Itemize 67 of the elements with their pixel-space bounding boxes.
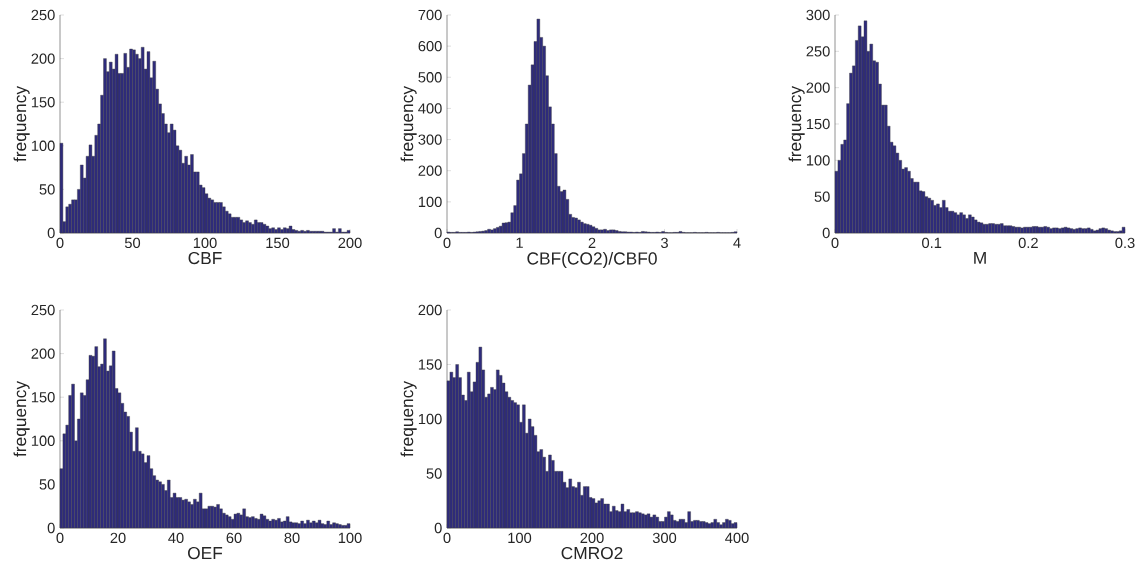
y-tick-label: 600 <box>418 40 442 52</box>
x-tick-label: 200 <box>338 237 362 249</box>
y-axis-title: frequency <box>788 85 805 162</box>
x-axis-title: M <box>974 251 986 264</box>
y-tick-label: 250 <box>31 9 55 21</box>
y-axis-title: frequency <box>13 380 30 457</box>
y-tick-label: 100 <box>418 413 442 425</box>
x-axis-title: CBF(CO2)/CBF0 <box>527 251 657 269</box>
y-axis-title: frequency <box>400 85 417 162</box>
y-tick-label: 0 <box>434 227 442 239</box>
x-tick-label: 0 <box>831 237 839 249</box>
x-tick-label: 0 <box>56 237 64 249</box>
y-tick-label: 200 <box>806 82 830 93</box>
x-tick-label: 2 <box>588 237 596 248</box>
y-tick-label: 150 <box>31 97 55 108</box>
y-tick-label: 100 <box>31 435 55 446</box>
y-axis-title: frequency <box>13 85 30 162</box>
x-tick-label: 150 <box>266 237 290 249</box>
y-tick-label: 0 <box>47 227 55 239</box>
y-tick-label: 50 <box>39 479 55 490</box>
x-tick-label: 0.2 <box>1018 237 1038 249</box>
x-tick-label: 200 <box>580 532 604 544</box>
y-tick-label: 200 <box>418 165 442 176</box>
y-tick-label: 0 <box>822 227 830 239</box>
x-tick-label: 4 <box>733 237 741 248</box>
y-tick-label: 0 <box>434 522 442 534</box>
x-tick-label: 100 <box>193 237 217 249</box>
x-tick-label: 80 <box>284 532 300 544</box>
x-tick-label: 50 <box>124 237 141 249</box>
y-tick-label: 0 <box>47 522 55 534</box>
x-tick-label: 0 <box>56 532 64 544</box>
y-tick-label: 150 <box>806 118 830 130</box>
y-tick-label: 250 <box>31 304 55 316</box>
x-tick-label: 300 <box>652 532 677 544</box>
y-tick-label: 50 <box>814 191 830 202</box>
x-axis-title: CBF <box>188 251 222 265</box>
y-tick-label: 100 <box>418 196 442 208</box>
y-tick-label: 300 <box>418 134 442 145</box>
x-axis-title: CMRO2 <box>561 546 623 560</box>
y-tick-label: 100 <box>31 140 55 151</box>
y-tick-label: 100 <box>806 155 830 166</box>
y-tick-label: 50 <box>426 468 442 479</box>
x-tick-label: 60 <box>226 532 242 544</box>
x-tick-label: 100 <box>338 532 362 544</box>
x-tick-label: 0.3 <box>1115 237 1135 249</box>
y-tick-label: 150 <box>418 359 442 370</box>
y-tick-label: 200 <box>31 53 55 64</box>
y-tick-label: 250 <box>806 46 830 57</box>
y-tick-label: 50 <box>39 184 55 195</box>
x-tick-label: 0 <box>443 237 451 249</box>
y-axis-title: frequency <box>400 380 417 457</box>
x-tick-label: 1 <box>516 237 523 248</box>
x-tick-label: 40 <box>168 532 184 544</box>
x-tick-label: 20 <box>110 532 126 544</box>
x-tick-label: 3 <box>660 237 668 249</box>
y-tick-label: 400 <box>418 103 442 114</box>
y-tick-label: 300 <box>806 9 830 21</box>
y-tick-label: 500 <box>418 72 442 83</box>
x-tick-label: 100 <box>508 532 532 544</box>
x-tick-label: 0.1 <box>922 237 942 249</box>
y-tick-label: 150 <box>31 392 55 403</box>
y-tick-label: 200 <box>31 348 55 359</box>
x-axis-title: OEF <box>188 546 223 560</box>
x-tick-label: 0 <box>443 532 451 544</box>
y-tick-label: 700 <box>418 9 442 21</box>
x-tick-label: 400 <box>725 532 749 544</box>
y-tick-label: 200 <box>418 304 442 316</box>
